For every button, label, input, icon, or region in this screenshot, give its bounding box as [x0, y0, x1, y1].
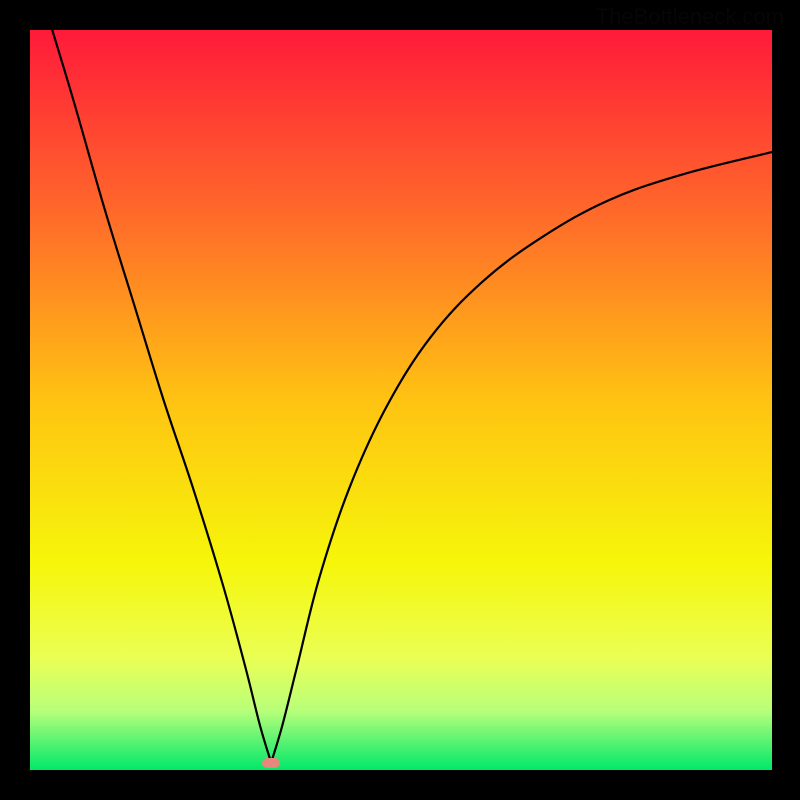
- minimum-marker: [262, 758, 280, 768]
- curve-right-branch: [271, 152, 772, 763]
- chart-curve-layer: [0, 0, 800, 800]
- curve-left-branch: [52, 30, 271, 763]
